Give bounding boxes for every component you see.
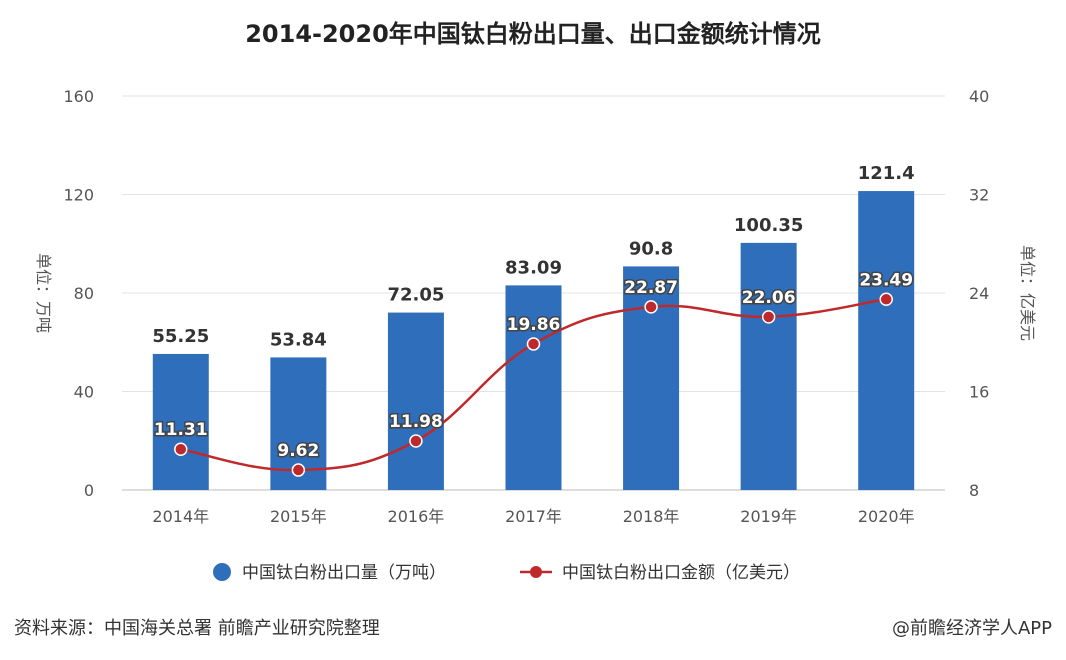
line-value-label: 11.31 (154, 420, 208, 440)
legend-marker-line (530, 566, 542, 578)
x-tick-label: 2020年 (858, 507, 915, 526)
line-point (761, 310, 776, 324)
left-axis-title: 单位：万吨 (34, 253, 53, 333)
left-tick-label: 160 (63, 87, 94, 106)
line-value-label: 22.06 (742, 288, 796, 308)
line-point (174, 442, 188, 456)
line-point (526, 337, 541, 351)
bar (505, 285, 562, 490)
x-tick-label: 2017年 (505, 507, 562, 526)
bar-value-label: 72.05 (387, 285, 444, 306)
line-value-label: 23.49 (859, 270, 913, 290)
line-value-label: 9.62 (277, 441, 319, 461)
x-tick-label: 2016年 (388, 507, 445, 526)
right-tick-label: 16 (969, 383, 989, 402)
bar (623, 266, 680, 490)
right-tick-label: 8 (969, 481, 979, 500)
line-point (291, 463, 306, 477)
legend-marker-bar (213, 563, 231, 581)
bar-value-label: 121.4 (858, 163, 915, 184)
left-tick-label: 40 (74, 383, 94, 402)
x-tick-label: 2018年 (623, 507, 680, 526)
right-tick-label: 24 (969, 284, 989, 303)
x-tick-label: 2019年 (740, 507, 797, 526)
line-value-label: 11.98 (389, 412, 443, 432)
data-source: 资料来源：中国海关总署 前瞻产业研究院整理 (14, 618, 380, 639)
right-tick-label: 40 (969, 87, 989, 106)
bar-value-label: 83.09 (505, 257, 562, 278)
bar-value-label: 55.25 (152, 326, 209, 347)
bar-value-label: 100.35 (734, 215, 803, 236)
brand-credit: @前瞻经济学人APP (891, 618, 1052, 639)
chart-title: 2014-2020年中国钛白粉出口量、出口金额统计情况 (245, 20, 821, 48)
line-point (879, 292, 893, 307)
left-tick-label: 80 (74, 284, 94, 303)
bar (152, 353, 209, 490)
line-point (644, 300, 658, 314)
right-tick-label: 32 (969, 186, 989, 205)
left-tick-label: 0 (84, 481, 94, 500)
legend-label-bar: 中国钛白粉出口量（万吨） (242, 563, 446, 583)
right-axis-title: 单位：亿美元 (1018, 245, 1037, 341)
bar-value-label: 90.8 (629, 238, 673, 259)
legend-label-line: 中国钛白粉出口金额（亿美元） (562, 563, 800, 583)
line-value-label: 19.86 (507, 315, 561, 335)
bar (740, 242, 797, 490)
left-tick-label: 120 (63, 186, 94, 205)
bar (387, 312, 444, 490)
line-value-label: 22.87 (624, 278, 678, 298)
x-tick-label: 2014年 (152, 507, 209, 526)
x-tick-label: 2015年 (270, 507, 327, 526)
bar-value-label: 53.84 (270, 329, 327, 350)
line-point (409, 434, 423, 448)
bar (858, 191, 915, 491)
